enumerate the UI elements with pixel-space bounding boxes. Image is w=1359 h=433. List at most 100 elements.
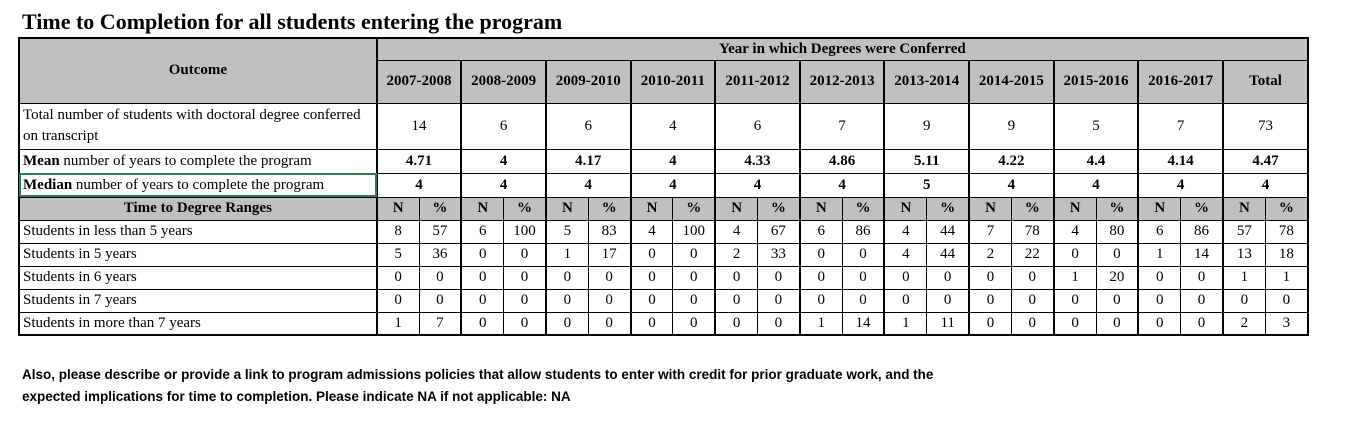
pct-header: % [1180,196,1224,221]
n-value: 8 [375,219,420,244]
pct-value: 0 [841,288,885,313]
pct-value: 0 [587,311,632,336]
n-value: 4 [883,219,928,244]
pct-value: 3 [1264,311,1309,336]
n-value: 0 [629,288,674,313]
year-header: 2011-2012 [714,59,801,104]
n-value: 2 [1221,311,1266,336]
pct-value: 14 [1180,242,1224,267]
summary-value: 4 [1052,172,1139,198]
n-value: 0 [629,311,674,336]
summary-value: 4 [460,172,547,198]
pct-value: 0 [1010,288,1055,313]
n-value: 2 [714,242,759,267]
n-value: 0 [460,311,505,336]
n-value: 1 [544,242,589,267]
pct-value: 78 [1264,219,1309,244]
row-label: Median number of years to complete the p… [18,172,378,198]
pct-value: 14 [841,311,885,336]
year-header: 2015-2016 [1052,59,1139,104]
pct-value: 0 [1095,288,1139,313]
row-label-rest: number of years to complete the program [59,152,312,169]
pct-value: 0 [841,242,885,267]
n-value: 13 [1221,242,1266,267]
summary-value: 6 [714,102,801,150]
pct-value: 0 [587,265,632,290]
pct-header: % [418,196,462,221]
n-value: 0 [1052,288,1097,313]
n-value: 0 [1052,311,1097,336]
n-value: 0 [460,242,505,267]
outcome-header: Outcome [18,37,378,104]
pct-value: 18 [1264,242,1309,267]
n-value: 5 [544,219,589,244]
pct-value: 36 [418,242,462,267]
range-row: Students in less than 5 years 8 57 6 100 5 83 4… [18,219,1309,244]
n-value: 0 [629,242,674,267]
summary-value: 4.17 [544,148,632,174]
n-value: 0 [375,265,420,290]
n-value: 0 [968,311,1012,336]
summary-value: 5 [883,172,970,198]
row-label-bold: Mean [23,152,60,169]
n-value: 0 [1221,288,1266,313]
pct-value: 0 [503,311,547,336]
year-header: 2009-2010 [544,59,632,104]
summary-value: 6 [544,102,632,150]
range-label: Students in 7 years [18,288,378,313]
year-header: 2012-2013 [798,59,885,104]
pct-value: 0 [1010,311,1055,336]
pct-value: 0 [1010,265,1055,290]
summary-value: 4 [460,148,547,174]
year-header: 2013-2014 [883,59,970,104]
n-header: N [714,196,759,221]
n-value: 0 [629,265,674,290]
range-row: Students in 5 years 5 36 0 0 1 17 0 0 2 33 0 0 4 44 2 22… [18,242,1309,267]
summary-value: 4 [1221,172,1309,198]
year-header: 2010-2011 [629,59,716,104]
n-value: 0 [883,288,928,313]
year-header: 2008-2009 [460,59,547,104]
summary-value: 5 [1052,102,1139,150]
n-value: 1 [1052,265,1097,290]
n-value: 0 [798,242,843,267]
summary-value: 5.11 [883,148,970,174]
summary-value: 6 [460,102,547,150]
n-value: 0 [798,288,843,313]
range-label: Students in 6 years [18,265,378,290]
completion-table: Outcome Year in which Degrees were Confer… [18,37,1309,336]
pct-value: 22 [1010,242,1055,267]
range-label: Students in 5 years [18,242,378,267]
summary-value: 14 [375,102,462,150]
pct-value: 0 [418,265,462,290]
n-value: 0 [714,288,759,313]
pct-value: 7 [418,311,462,336]
ranges-header: Time to Degree Ranges [18,196,378,221]
pct-value: 0 [418,288,462,313]
n-value: 0 [460,265,505,290]
pct-value: 0 [1095,242,1139,267]
n-value: 0 [798,265,843,290]
footnote-line-1: Also, please describe or provide a link … [22,367,934,382]
year-header: 2007-2008 [375,59,462,104]
summary-row: Mean number of years to complete the pro… [18,148,1309,174]
n-value: 0 [544,311,589,336]
pct-header: % [926,196,970,221]
pct-header: % [1095,196,1139,221]
summary-value: 7 [1137,102,1224,150]
n-value: 4 [1052,219,1097,244]
n-header: N [544,196,589,221]
n-value: 5 [375,242,420,267]
n-value: 7 [968,219,1012,244]
n-header: N [1052,196,1097,221]
summary-value: 4.22 [968,148,1055,174]
pct-value: 86 [841,219,885,244]
summary-value: 4 [968,172,1055,198]
summary-value: 4 [629,102,716,150]
pct-header: % [672,196,716,221]
summary-value: 4 [629,172,716,198]
n-value: 57 [1221,219,1266,244]
pct-value: 0 [841,265,885,290]
n-value: 0 [544,288,589,313]
pct-value: 0 [672,288,716,313]
